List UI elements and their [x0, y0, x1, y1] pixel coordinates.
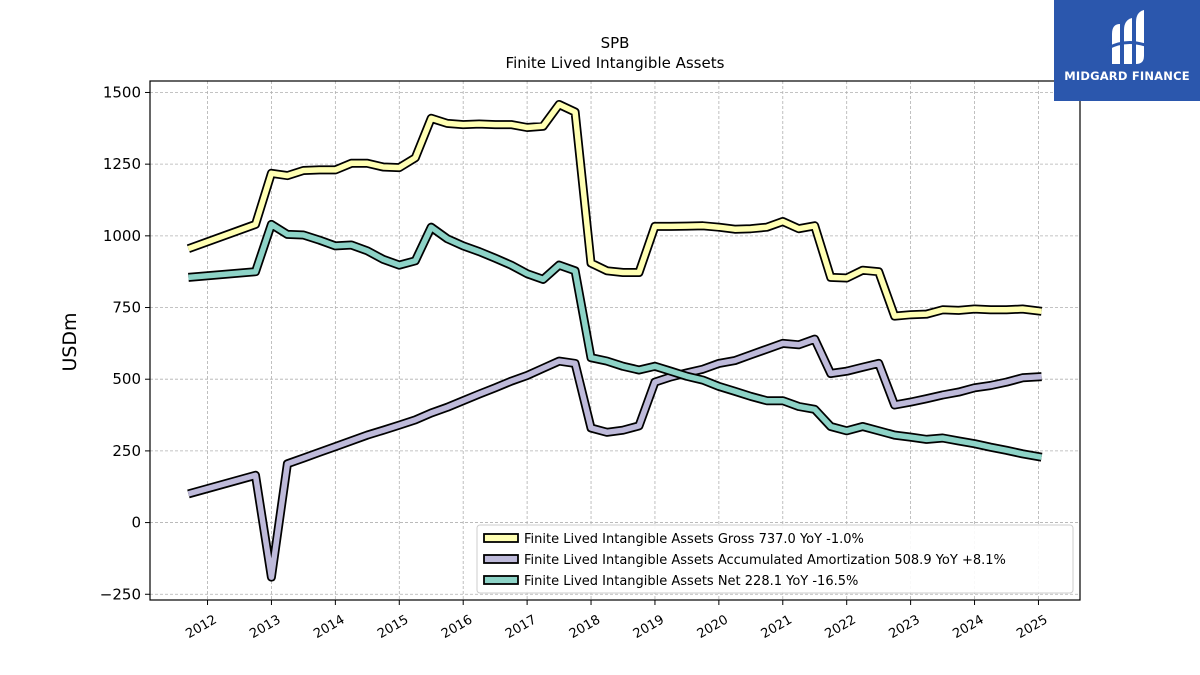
- grid: [150, 81, 1080, 600]
- x-tick-label: 2015: [375, 612, 411, 642]
- y-tick-label: 500: [112, 370, 141, 388]
- x-tick-label: 2017: [503, 612, 539, 642]
- legend-swatch-0: [483, 533, 519, 543]
- y-tick-label: 250: [112, 442, 141, 460]
- brand-logo: MIDGARD FINANCE: [1054, 0, 1200, 101]
- x-tick-label: 2012: [183, 612, 219, 642]
- series-line-outline-2: [188, 219, 1043, 462]
- x-tick-label: 2023: [886, 612, 922, 642]
- legend-label-1: Finite Lived Intangible Assets Accumulat…: [524, 553, 1006, 568]
- y-tick-label: 1250: [103, 155, 141, 173]
- y-tick-label: 1500: [103, 83, 141, 101]
- x-tick-label: 2025: [1014, 612, 1050, 642]
- legend: Finite Lived Intangible Assets Gross 737…: [476, 524, 1074, 594]
- legend-box: [476, 524, 1074, 594]
- series-line-0: [187, 101, 1042, 319]
- chart-title: SPB: [601, 34, 630, 52]
- x-tick-label: 2021: [759, 612, 795, 642]
- logo-mark-icon: [1107, 10, 1149, 64]
- x-tick-label: 2019: [631, 612, 667, 642]
- series-line-2: [188, 221, 1043, 460]
- x-tick-label: 2018: [567, 612, 603, 642]
- x-tick-label: 2022: [823, 612, 859, 642]
- legend-label-0: Finite Lived Intangible Assets Gross 737…: [524, 532, 864, 547]
- x-tick-label: 2016: [439, 612, 475, 642]
- series-group: [186, 100, 1043, 582]
- y-tick-label: 1000: [103, 227, 141, 245]
- plot-frame: [149, 80, 1081, 601]
- series-line-outline-0: [186, 100, 1043, 321]
- series-line-1: [187, 336, 1042, 580]
- x-tick-label: 2024: [950, 612, 986, 642]
- y-axis-label: USDm: [59, 312, 81, 371]
- legend-label-2: Finite Lived Intangible Assets Net 228.1…: [524, 574, 858, 589]
- y-tick-label: −250: [100, 585, 141, 603]
- legend-swatch-2: [483, 575, 519, 585]
- y-tick-label: 0: [131, 514, 141, 532]
- y-tick-label: 750: [112, 299, 141, 317]
- legend-swatch-1: [483, 554, 519, 564]
- x-tick-label: 2020: [695, 612, 731, 642]
- x-tick-label: 2013: [247, 612, 283, 642]
- chart-subtitle: Finite Lived Intangible Assets: [506, 54, 725, 72]
- brand-name: MIDGARD FINANCE: [1064, 69, 1190, 83]
- x-tick-label: 2014: [311, 612, 347, 642]
